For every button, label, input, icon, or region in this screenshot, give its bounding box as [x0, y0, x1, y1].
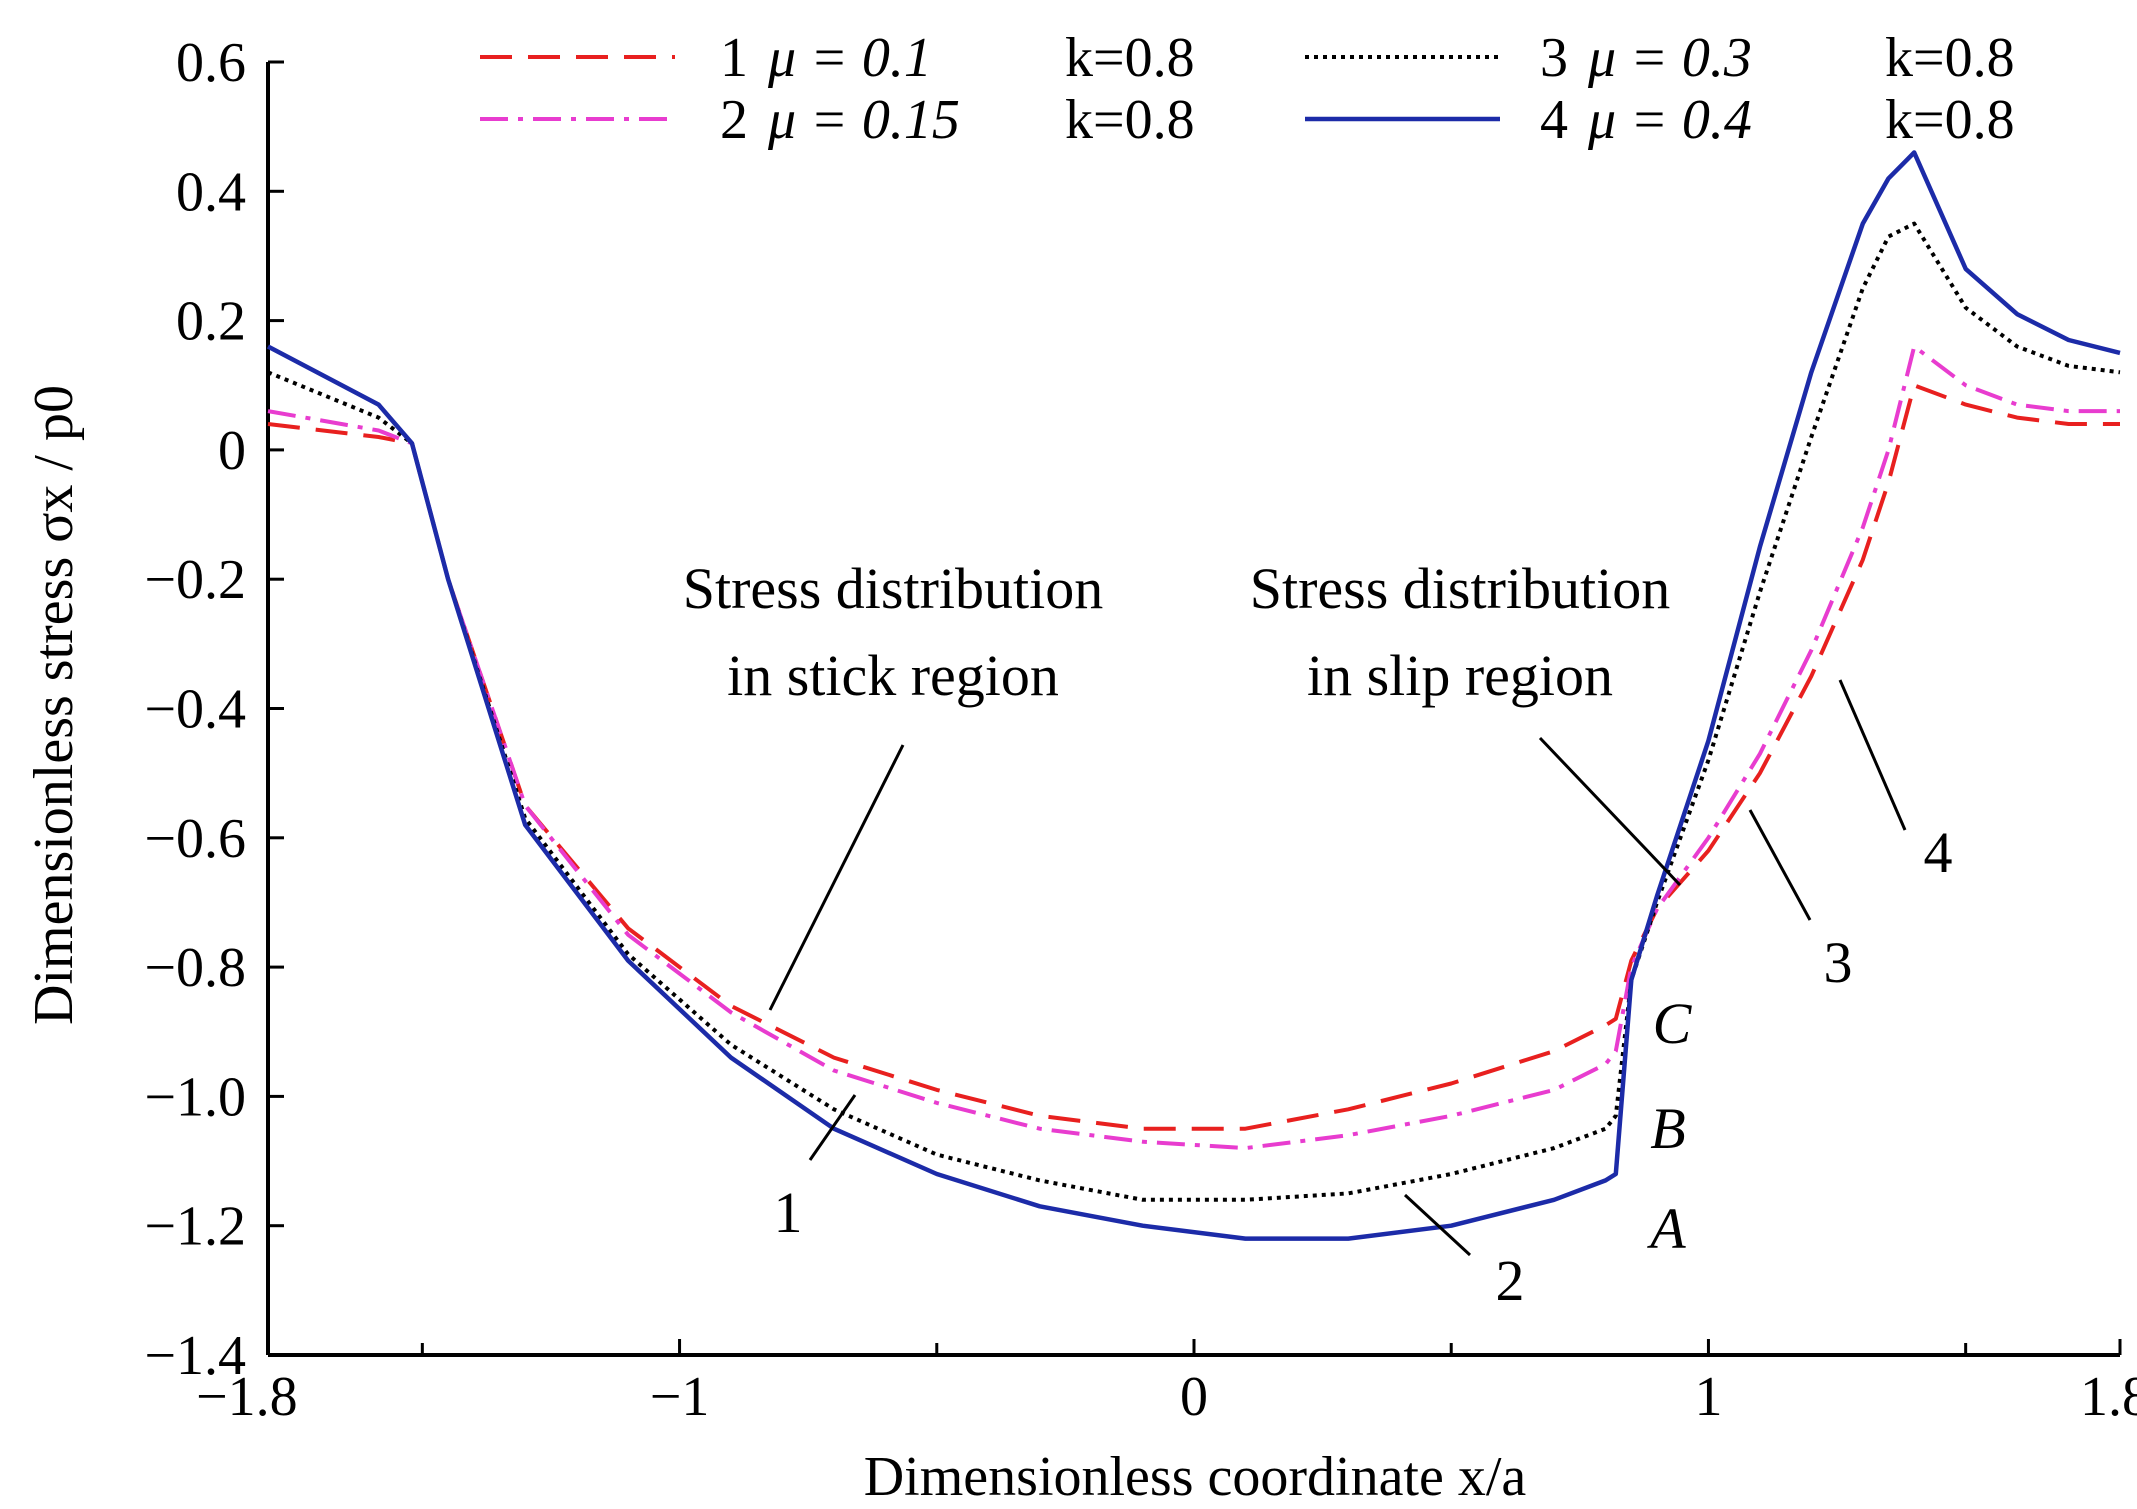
point-label-a: A [1646, 1196, 1686, 1261]
legend: 1 μ = 0.1 k=0.8 2 μ = 0.15 k=0.8 3 μ = 0.3 k=0.8… [480, 27, 2015, 151]
x-axis-title: Dimensionless coordinate x/a [864, 1446, 1527, 1508]
x-tick-label: −1 [650, 1366, 710, 1428]
legend-4-number: 4 [1540, 89, 1568, 151]
curve-2-pointer [1403, 1193, 1472, 1257]
annotations: Stress distribution in stick region Stre… [683, 556, 1953, 1313]
legend-2-mu: μ = 0.15 [767, 89, 960, 151]
y-tick-label: 0.4 [176, 161, 246, 223]
curve-4-pointer [1838, 679, 1907, 831]
x-tick-label: 1.8 [2080, 1366, 2137, 1428]
plot-frame [266, 62, 2120, 1357]
y-tick-label: −1.2 [144, 1196, 246, 1258]
y-tick-label: −1.4 [144, 1325, 246, 1387]
curve-2-label: 2 [1496, 1248, 1525, 1313]
slip-pointer-line [1538, 736, 1682, 887]
legend-1-mu: μ = 0.1 [767, 27, 932, 89]
y-tick-label: −0.8 [144, 937, 246, 999]
point-label-c: C [1653, 991, 1693, 1056]
slip-label-line1: Stress distribution [1250, 556, 1671, 621]
curve-3-pointer [1748, 809, 1812, 921]
point-label-b: B [1650, 1096, 1685, 1161]
x-tick-label: 1 [1694, 1366, 1722, 1428]
y-tick-label: −0.6 [144, 808, 246, 870]
x-tick-label: −1.8 [196, 1366, 298, 1428]
curve-3-label: 3 [1824, 930, 1853, 995]
legend-4-k: k=0.8 [1885, 89, 2015, 151]
series-1-line [267, 383, 2120, 1131]
slip-label-line2: in slip region [1307, 643, 1613, 708]
legend-1-k: k=0.8 [1065, 27, 1195, 89]
curve-1-pointer [808, 1094, 857, 1161]
series-2-line [267, 344, 2120, 1151]
y-axis-title: Dimensionless stress σx / p0 [23, 385, 85, 1025]
curve-1-label: 1 [774, 1180, 803, 1245]
stick-pointer-line [768, 744, 905, 1011]
x-tick-label: 0 [1180, 1366, 1208, 1428]
axis-ticks: 0.60.40.20−0.2−0.4−0.6−0.8−1.0−1.2−1.4−1… [144, 32, 2137, 1428]
y-tick-label: −1.0 [144, 1066, 246, 1128]
curve-4-label: 4 [1924, 820, 1953, 885]
stick-label-line1: Stress distribution [683, 556, 1104, 621]
y-tick-label: 0 [218, 420, 246, 482]
series-curves [266, 150, 2121, 1241]
legend-2-k: k=0.8 [1065, 89, 1195, 151]
legend-2-number: 2 [720, 89, 748, 151]
series-4-line [266, 150, 2121, 1241]
legend-4-mu: μ = 0.4 [1587, 89, 1752, 151]
legend-1-number: 1 [720, 27, 748, 89]
legend-3-k: k=0.8 [1885, 27, 2015, 89]
y-tick-label: −0.4 [144, 679, 246, 741]
y-tick-label: 0.2 [176, 291, 246, 353]
y-tick-label: 0.6 [176, 32, 246, 94]
legend-3-mu: μ = 0.3 [1587, 27, 1752, 89]
series-3-line [267, 221, 2121, 1202]
legend-3-number: 3 [1540, 27, 1568, 89]
stick-label-line2: in stick region [727, 643, 1059, 708]
y-tick-label: −0.2 [144, 549, 246, 611]
